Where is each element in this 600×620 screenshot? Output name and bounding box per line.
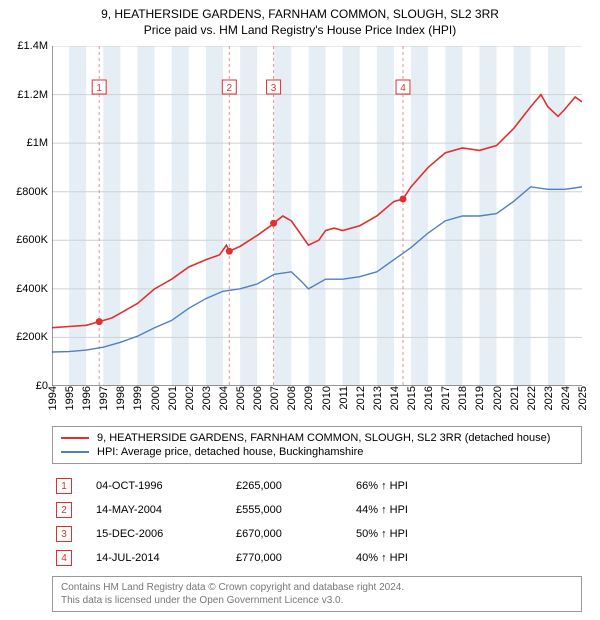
title-address: 9, HEATHERSIDE GARDENS, FARNHAM COMMON, … [0, 6, 600, 22]
legend-label: HPI: Average price, detached house, Buck… [97, 446, 363, 458]
event-price: £770,000 [236, 552, 356, 564]
x-tick-label: 1997 [96, 386, 110, 410]
events-table: 1 04-OCT-1996£265,00066% ↑ HPI 2 14-MAY-200… [52, 474, 582, 570]
legend-label: 9, HEATHERSIDE GARDENS, FARNHAM COMMON, … [97, 432, 550, 444]
y-tick-label: £400K [16, 283, 52, 295]
event-marker-box: 3 [56, 526, 72, 542]
title-block: 9, HEATHERSIDE GARDENS, FARNHAM COMMON, … [0, 0, 600, 38]
event-price: £555,000 [236, 504, 356, 516]
y-tick-label: £600K [16, 234, 52, 246]
x-tick-label: 2004 [216, 386, 230, 410]
x-tick-label: 2020 [490, 386, 504, 410]
svg-text:4: 4 [400, 83, 406, 94]
chart-svg: 1 2 3 4 [52, 46, 582, 386]
legend: 9, HEATHERSIDE GARDENS, FARNHAM COMMON, … [52, 426, 582, 464]
legend-swatch [61, 451, 89, 453]
x-tick-label: 2025 [575, 386, 589, 410]
event-date: 15-DEC-2006 [96, 528, 236, 540]
event-row: 1 04-OCT-1996£265,00066% ↑ HPI [52, 474, 582, 498]
x-tick-label: 2019 [472, 386, 486, 410]
event-date: 14-JUL-2014 [96, 552, 236, 564]
event-date: 04-OCT-1996 [96, 480, 236, 492]
event-marker-box: 2 [56, 502, 72, 518]
chart-area: 1234£0£200K£400K£600K£800K£1M£1.2M£1.4M1… [52, 46, 582, 386]
event-marker-box: 1 [56, 478, 72, 494]
x-tick-label: 2024 [558, 386, 572, 410]
x-tick-label: 2001 [165, 386, 179, 410]
x-tick-label: 2017 [438, 386, 452, 410]
x-tick-label: 2010 [319, 386, 333, 410]
event-pct: 40% ↑ HPI [356, 552, 582, 564]
event-price: £265,000 [236, 480, 356, 492]
y-tick-label: £1M [27, 137, 52, 149]
x-tick-label: 1999 [130, 386, 144, 410]
x-tick-label: 2000 [148, 386, 162, 410]
legend-row: HPI: Average price, detached house, Buck… [61, 445, 573, 459]
svg-text:2: 2 [227, 83, 233, 94]
y-tick-label: £200K [16, 331, 52, 343]
x-tick-label: 2007 [267, 386, 281, 410]
x-tick-label: 2014 [387, 386, 401, 410]
x-tick-label: 1995 [62, 386, 76, 410]
x-tick-label: 2023 [541, 386, 555, 410]
y-tick-label: £1.2M [17, 89, 52, 101]
event-row: 4 14-JUL-2014£770,00040% ↑ HPI [52, 546, 582, 570]
x-tick-label: 2013 [370, 386, 384, 410]
y-tick-label: £1.4M [17, 40, 52, 52]
x-tick-label: 2009 [301, 386, 315, 410]
x-tick-label: 2016 [421, 386, 435, 410]
x-tick-label: 1994 [45, 386, 59, 410]
event-row: 2 14-MAY-2004£555,00044% ↑ HPI [52, 498, 582, 522]
event-marker-box: 4 [56, 550, 72, 566]
x-tick-label: 2002 [182, 386, 196, 410]
event-row: 3 15-DEC-2006£670,00050% ↑ HPI [52, 522, 582, 546]
legend-row: 9, HEATHERSIDE GARDENS, FARNHAM COMMON, … [61, 431, 573, 445]
x-tick-label: 2018 [455, 386, 469, 410]
x-tick-label: 2005 [233, 386, 247, 410]
svg-text:1: 1 [96, 83, 102, 94]
event-price: £670,000 [236, 528, 356, 540]
event-pct: 66% ↑ HPI [356, 480, 582, 492]
footer-attribution: Contains HM Land Registry data © Crown c… [52, 576, 582, 612]
x-tick-label: 2003 [199, 386, 213, 410]
x-tick-label: 2011 [336, 386, 350, 410]
svg-text:3: 3 [271, 83, 277, 94]
chart-container: 9, HEATHERSIDE GARDENS, FARNHAM COMMON, … [0, 0, 600, 620]
x-tick-label: 1998 [113, 386, 127, 410]
x-tick-label: 2021 [507, 386, 521, 410]
x-tick-label: 2006 [250, 386, 264, 410]
x-tick-label: 2008 [284, 386, 298, 410]
title-subtitle: Price paid vs. HM Land Registry's House … [0, 22, 600, 38]
legend-swatch [61, 437, 89, 439]
x-tick-label: 2022 [524, 386, 538, 410]
x-tick-label: 1996 [79, 386, 93, 410]
event-date: 14-MAY-2004 [96, 504, 236, 516]
y-tick-label: £800K [16, 186, 52, 198]
event-pct: 44% ↑ HPI [356, 504, 582, 516]
event-pct: 50% ↑ HPI [356, 528, 582, 540]
x-tick-label: 2012 [353, 386, 367, 410]
footer-line1: Contains HM Land Registry data © Crown c… [61, 581, 573, 594]
x-tick-label: 2015 [404, 386, 418, 410]
footer-line2: This data is licensed under the Open Gov… [61, 594, 573, 607]
